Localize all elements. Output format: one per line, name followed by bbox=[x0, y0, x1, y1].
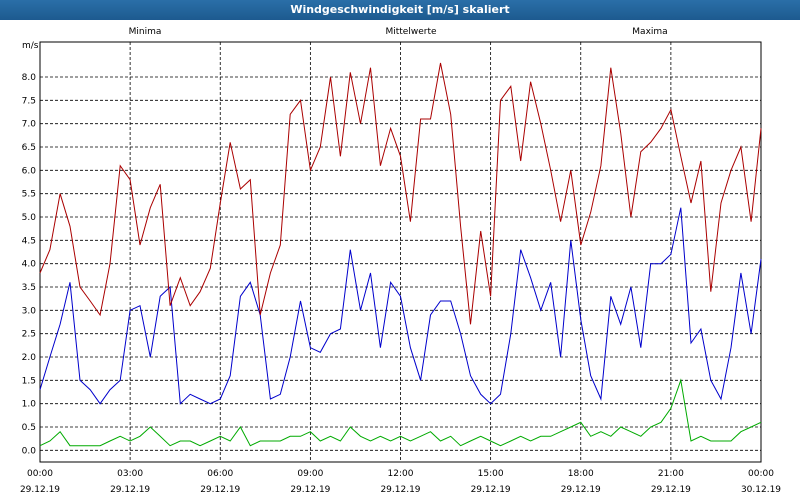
legend-item-mittelwerte: Mittelwerte bbox=[385, 27, 436, 37]
legend-item-minima: Minima bbox=[129, 27, 162, 37]
y-tick-label: 7.5 bbox=[22, 96, 36, 106]
chart-title: Windgeschwindigkeit [m/s] skaliert bbox=[0, 0, 800, 20]
x-tick-time: 09:00 bbox=[297, 469, 323, 479]
x-tick-time: 00:00 bbox=[748, 469, 774, 479]
legend: Minima Mittelwerte Maxima bbox=[129, 27, 668, 37]
x-tick-date: 29.12.19 bbox=[471, 485, 511, 495]
y-tick-label: 1.5 bbox=[22, 376, 36, 386]
x-tick-date: 29.12.19 bbox=[200, 485, 240, 495]
x-tick-date: 30.12.19 bbox=[741, 485, 781, 495]
y-tick-label: 4.5 bbox=[22, 236, 36, 246]
x-tick-time: 06:00 bbox=[207, 469, 233, 479]
x-tick-date: 29.12.19 bbox=[561, 485, 601, 495]
x-tick-time: 12:00 bbox=[388, 469, 414, 479]
y-tick-label: 6.5 bbox=[22, 143, 36, 153]
x-axis-ticks: 00:00 29.12.19 03:00 29.12.19 06:00 29.12.19 0… bbox=[20, 469, 781, 495]
y-tick-label: 0.5 bbox=[22, 423, 36, 433]
y-tick-label: 0.0 bbox=[22, 446, 37, 456]
legend-item-maxima: Maxima bbox=[632, 27, 667, 37]
y-tick-label: 3.5 bbox=[22, 283, 36, 293]
y-tick-label: 5.0 bbox=[22, 213, 37, 223]
x-tick-date: 29.12.19 bbox=[110, 485, 150, 495]
gridlines bbox=[39, 42, 762, 462]
x-tick-date: 29.12.19 bbox=[651, 485, 691, 495]
series-line-maxima bbox=[39, 62, 762, 325]
y-axis-label: m/s bbox=[22, 41, 39, 51]
y-tick-label: 4.0 bbox=[22, 260, 37, 270]
x-tick-time: 21:00 bbox=[658, 469, 684, 479]
series-line-minima bbox=[39, 378, 762, 447]
x-tick-date: 29.12.19 bbox=[20, 485, 60, 495]
x-tick-time: 15:00 bbox=[478, 469, 504, 479]
y-tick-label: 2.5 bbox=[22, 330, 36, 340]
y-tick-label: 8.0 bbox=[22, 73, 37, 83]
y-tick-label: 7.0 bbox=[22, 120, 37, 130]
x-tick-date: 29.12.19 bbox=[380, 485, 420, 495]
x-tick-time: 18:00 bbox=[568, 469, 594, 479]
y-axis-ticks: 0.0 0.5 1.0 1.5 2.0 2.5 3.0 3.5 4.0 4.5 5.0 5.5 6.0 6… bbox=[22, 73, 37, 456]
y-tick-label: 6.0 bbox=[22, 166, 37, 176]
y-tick-label: 1.0 bbox=[22, 400, 37, 410]
x-tick-date: 29.12.19 bbox=[290, 485, 330, 495]
y-tick-label: 5.5 bbox=[22, 190, 36, 200]
series-lines bbox=[39, 62, 762, 447]
series-line-mittelwerte bbox=[39, 207, 762, 405]
y-tick-label: 2.0 bbox=[22, 353, 37, 363]
y-tick-label: 3.0 bbox=[22, 306, 37, 316]
x-tick-time: 00:00 bbox=[27, 469, 53, 479]
x-tick-time: 03:00 bbox=[117, 469, 143, 479]
line-chart: 0.0 0.5 1.0 1.5 2.0 2.5 3.0 3.5 4.0 4.5 5.0 5.5 6.0 6… bbox=[20, 27, 781, 495]
